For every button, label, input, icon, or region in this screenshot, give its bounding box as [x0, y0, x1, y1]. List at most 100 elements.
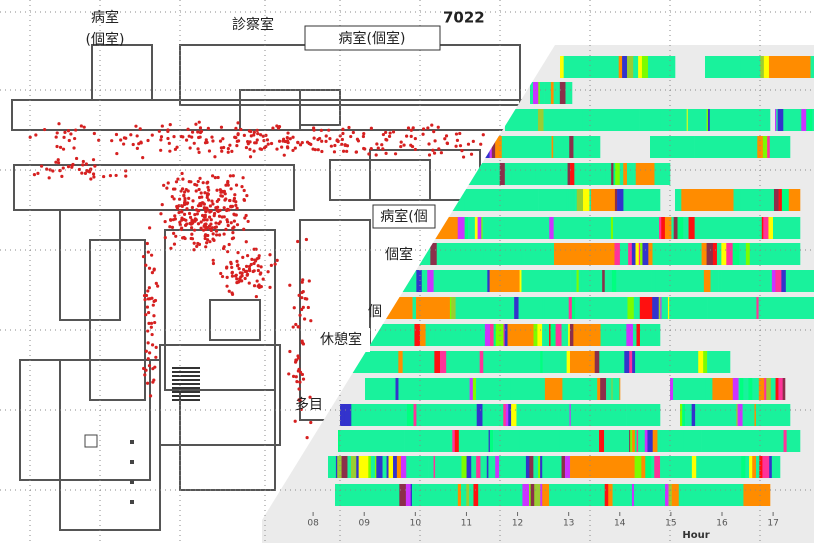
position-dot [205, 140, 209, 145]
position-dot [97, 138, 101, 142]
position-dot [471, 139, 475, 144]
position-dot [214, 233, 219, 237]
x-tick-label: 09 [358, 519, 370, 529]
position-dot [207, 188, 211, 192]
position-dot [184, 188, 188, 192]
position-dot [288, 137, 292, 141]
position-dot [70, 164, 74, 168]
activity-segment [461, 324, 486, 346]
position-dot [84, 162, 88, 166]
activity-segment [605, 163, 612, 185]
activity-segment [686, 109, 689, 131]
activity-segment [525, 456, 530, 478]
activity-segment [493, 324, 497, 346]
position-dot [57, 122, 61, 126]
position-dot [229, 221, 233, 225]
position-dot [134, 124, 138, 128]
position-dot [176, 177, 180, 181]
position-dot [297, 387, 301, 391]
position-dot [256, 268, 260, 273]
position-dot [458, 144, 463, 148]
position-dot [32, 173, 37, 177]
activity-segment [696, 456, 742, 478]
activity-segment [464, 189, 504, 211]
position-dot [345, 149, 349, 153]
position-dot [427, 153, 432, 157]
position-dot [143, 298, 147, 302]
position-dot [151, 303, 155, 307]
position-dot [187, 211, 192, 216]
activity-segment [589, 109, 640, 131]
position-dot [245, 273, 249, 277]
activity-segment [489, 324, 494, 346]
activity-segment [736, 404, 738, 426]
activity-segment [495, 456, 500, 478]
position-dot [190, 135, 194, 139]
position-dot [252, 133, 256, 137]
activity-segment [634, 456, 642, 478]
activity-segment [504, 217, 550, 239]
position-dot [146, 357, 150, 361]
position-dot [246, 219, 250, 224]
position-dot [159, 138, 163, 142]
activity-segment [535, 163, 568, 185]
activity-segment [366, 270, 368, 292]
position-dot [431, 148, 435, 152]
activity-segment [749, 456, 753, 478]
position-dot [61, 166, 65, 170]
position-dot [110, 139, 114, 143]
position-dot [210, 135, 214, 139]
position-dot [288, 349, 292, 354]
position-dot [242, 227, 246, 231]
activity-segment [635, 243, 640, 265]
position-dot [454, 144, 458, 148]
position-dot [145, 381, 150, 385]
position-dot [300, 296, 304, 300]
activity-segment [455, 163, 462, 185]
position-dot [332, 150, 337, 154]
position-dot [60, 174, 64, 178]
position-dot [302, 317, 307, 321]
position-dot [211, 261, 216, 266]
activity-segment [707, 351, 731, 373]
activity-segment [576, 270, 579, 292]
activity-segment [754, 404, 757, 426]
position-dot [92, 175, 96, 179]
activity-segment [759, 456, 763, 478]
position-dot [460, 149, 464, 153]
activity-segment [760, 56, 765, 78]
position-dot [199, 201, 203, 205]
activity-segment [563, 56, 614, 78]
position-dot [196, 130, 200, 134]
activity-segment [775, 270, 782, 292]
position-dot [233, 274, 238, 278]
position-dot [255, 279, 259, 283]
activity-segment [604, 484, 609, 506]
activity-segment [370, 456, 376, 478]
position-dot [461, 155, 466, 159]
position-dot [259, 271, 263, 275]
activity-segment [712, 378, 734, 400]
activity-segment [451, 297, 456, 319]
activity-segment [706, 243, 714, 265]
position-dot [349, 134, 353, 139]
activity-segment [433, 270, 488, 292]
position-dot [183, 197, 187, 201]
activity-segment [678, 484, 684, 506]
position-dot [159, 148, 163, 152]
position-dot [219, 146, 223, 150]
position-dot [209, 222, 213, 226]
activity-segment [634, 430, 637, 452]
position-dot [192, 248, 196, 252]
activity-segment [767, 109, 771, 131]
position-dot [254, 141, 258, 145]
position-dot [81, 163, 85, 167]
position-dot [211, 258, 215, 262]
activity-segment [507, 324, 534, 346]
position-dot [54, 160, 58, 164]
position-dot [62, 135, 66, 139]
activity-segment [476, 404, 483, 426]
activity-segment [575, 189, 578, 211]
activity-segment [338, 430, 341, 452]
activity-segment [524, 243, 555, 265]
